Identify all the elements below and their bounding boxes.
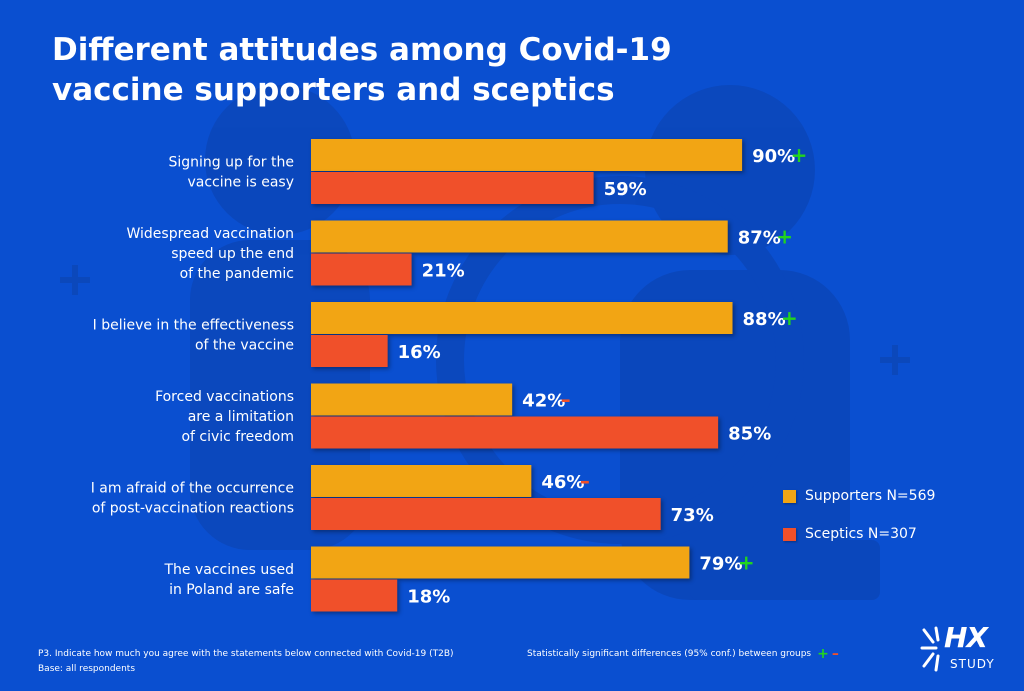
bar-supporters xyxy=(311,220,728,253)
chart-title: Different attitudes among Covid-19 vacci… xyxy=(52,30,752,110)
significance-plus-icon: + xyxy=(781,306,798,330)
legend-item-supporters: Supporters N=569 xyxy=(783,486,935,506)
data-label: 88% xyxy=(743,309,786,330)
data-label: 16% xyxy=(398,342,441,363)
data-label: 18% xyxy=(407,587,450,608)
bar-supporters xyxy=(311,465,532,497)
chart-title-line-1: Different attitudes among Covid-19 xyxy=(52,32,672,68)
category-label: I am afraid of the occurrence of post-vac… xyxy=(91,481,294,517)
data-label: 59% xyxy=(604,179,647,200)
significance-minus-icon: – xyxy=(831,646,839,662)
legend-item-sceptics: Sceptics N=307 xyxy=(783,524,935,544)
category-label: Forced vaccinations are a limitation of ci… xyxy=(155,389,294,445)
chart-title-line-2: vaccine supporters and sceptics xyxy=(52,72,615,108)
bar-supporters xyxy=(311,383,513,416)
legend-swatch-sceptics xyxy=(783,527,796,541)
significance-minus-icon: – xyxy=(561,388,571,412)
bar-sceptics xyxy=(311,253,412,286)
footnote: P3. Indicate how much you agree with the… xyxy=(38,647,454,677)
footnote-base: Base: all respondents xyxy=(38,664,136,674)
logo-mark: HX xyxy=(944,621,988,654)
legend-label-supporters: Supporters N=569 xyxy=(805,488,936,504)
data-label: 85% xyxy=(728,424,771,445)
significance-note: Statistically significant differences (9… xyxy=(527,647,839,662)
category-label: Widespread vaccination speed up the end of… xyxy=(126,226,294,282)
category-label: The vaccines used in Poland are safe xyxy=(163,562,294,598)
hx-study-logo: HX STUDY xyxy=(920,622,1000,678)
legend: Supporters N=569 Sceptics N=307 xyxy=(783,486,935,562)
bar-sceptics xyxy=(311,416,719,449)
significance-plus-icon: + xyxy=(791,143,808,167)
data-label: 46% xyxy=(541,472,584,493)
category-label: I believe in the effectiveness of the vac… xyxy=(93,318,294,354)
category-label: Signing up for the vaccine is easy xyxy=(168,155,294,191)
data-label: 73% xyxy=(671,505,714,526)
significance-plus-icon: + xyxy=(817,646,829,662)
legend-label-sceptics: Sceptics N=307 xyxy=(805,526,917,542)
starburst-icon xyxy=(920,626,940,672)
logo-subtitle: STUDY xyxy=(950,657,995,671)
data-label: 90% xyxy=(752,146,795,167)
bar-sceptics xyxy=(311,172,594,204)
bar-sceptics xyxy=(311,579,398,612)
bar-supporters xyxy=(311,302,733,334)
significance-plus-icon: + xyxy=(776,225,793,249)
legend-swatch-supporters xyxy=(783,489,796,503)
significance-plus-icon: + xyxy=(738,551,755,575)
footnote-question: P3. Indicate how much you agree with the… xyxy=(38,649,454,659)
significance-minus-icon: – xyxy=(580,469,590,493)
bar-sceptics xyxy=(311,498,661,530)
bar-sceptics xyxy=(311,335,388,367)
data-label: 42% xyxy=(522,391,565,412)
data-label: 21% xyxy=(422,261,465,282)
data-label: 87% xyxy=(738,228,781,249)
data-label: 79% xyxy=(699,554,742,575)
significance-note-text: Statistically significant differences (9… xyxy=(527,649,812,659)
bar-supporters xyxy=(311,139,743,171)
bar-supporters xyxy=(311,546,690,579)
